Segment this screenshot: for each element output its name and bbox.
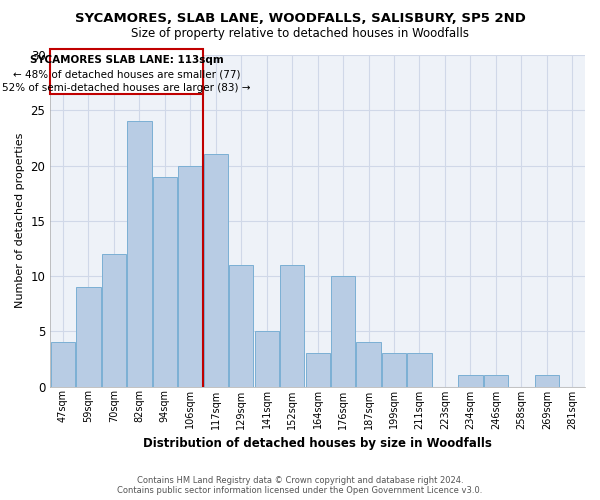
Bar: [407, 354, 431, 386]
Bar: [305, 354, 330, 386]
Text: SYCAMORES, SLAB LANE, WOODFALLS, SALISBURY, SP5 2ND: SYCAMORES, SLAB LANE, WOODFALLS, SALISBU…: [74, 12, 526, 26]
Bar: [382, 354, 406, 386]
Y-axis label: Number of detached properties: Number of detached properties: [15, 133, 25, 308]
Bar: [280, 265, 304, 386]
X-axis label: Distribution of detached houses by size in Woodfalls: Distribution of detached houses by size …: [143, 437, 492, 450]
Bar: [254, 332, 279, 386]
Bar: [535, 376, 559, 386]
Bar: [127, 122, 152, 386]
Bar: [153, 176, 177, 386]
Bar: [331, 276, 355, 386]
Bar: [178, 166, 202, 386]
Text: Contains HM Land Registry data © Crown copyright and database right 2024.
Contai: Contains HM Land Registry data © Crown c…: [118, 476, 482, 495]
Text: 52% of semi-detached houses are larger (83) →: 52% of semi-detached houses are larger (…: [2, 82, 251, 92]
Bar: [102, 254, 126, 386]
Bar: [458, 376, 482, 386]
Bar: [76, 287, 101, 386]
Bar: [204, 154, 228, 386]
Text: Size of property relative to detached houses in Woodfalls: Size of property relative to detached ho…: [131, 28, 469, 40]
Bar: [484, 376, 508, 386]
Bar: [51, 342, 75, 386]
FancyBboxPatch shape: [50, 50, 203, 94]
Text: ← 48% of detached houses are smaller (77): ← 48% of detached houses are smaller (77…: [13, 70, 241, 80]
Bar: [229, 265, 253, 386]
Text: SYCAMORES SLAB LANE: 113sqm: SYCAMORES SLAB LANE: 113sqm: [30, 55, 224, 65]
Bar: [356, 342, 380, 386]
